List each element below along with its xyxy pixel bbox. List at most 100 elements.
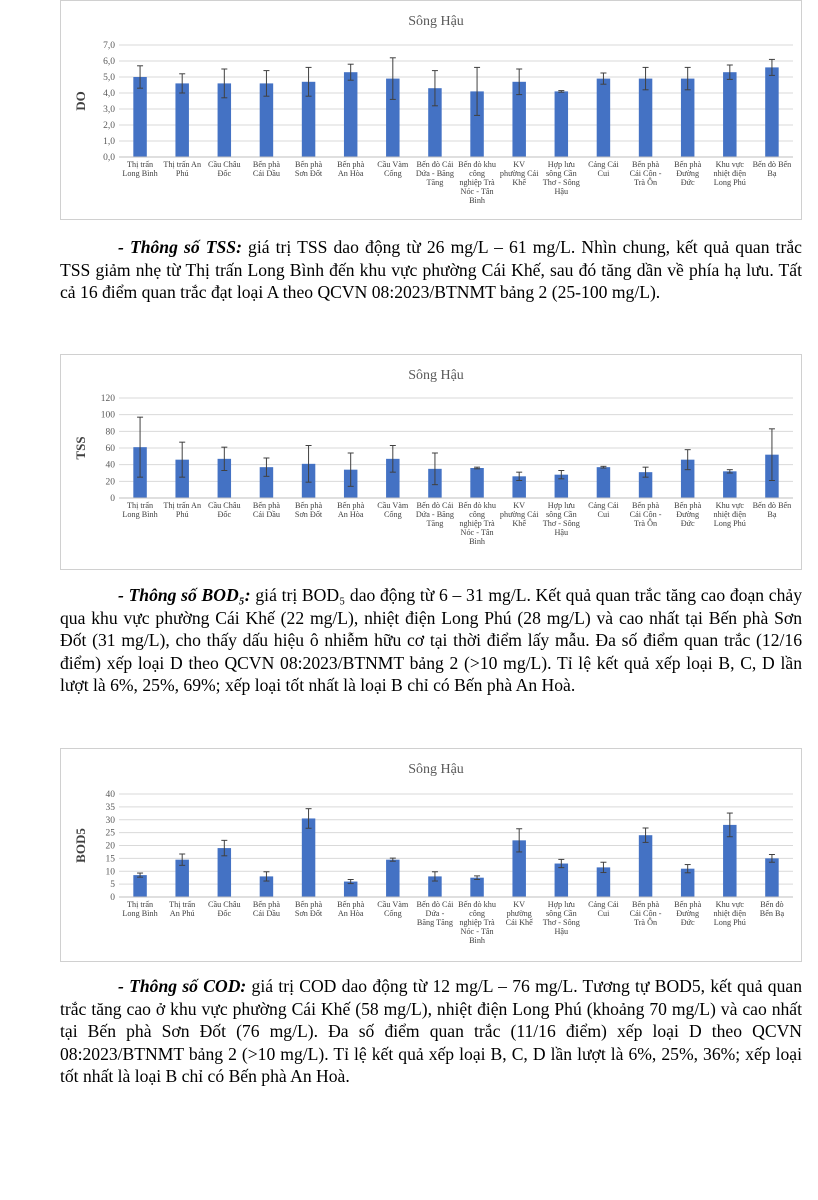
- bar: [301, 818, 316, 897]
- y-tick-label: 20: [106, 842, 116, 852]
- x-tick-label: KV phường Cái Khế: [500, 501, 539, 528]
- y-tick-label: 20: [106, 477, 116, 487]
- chart-title: Sông Hậu: [408, 762, 464, 777]
- x-tick-label: KV phường Cái Khế: [506, 900, 533, 927]
- bar: [512, 840, 526, 897]
- y-tick-label: 30: [106, 816, 116, 826]
- y-tick-label: 15: [106, 854, 116, 864]
- x-tick-label: KV phường Cái Khế: [500, 160, 539, 187]
- x-tick-label: Thị trấn Long Bình: [122, 900, 157, 918]
- x-tick-label: Cầu Vàm Cống: [377, 160, 409, 178]
- y-tick-label: 0,0: [103, 153, 115, 163]
- bar: [428, 876, 442, 897]
- y-tick-label: 80: [106, 427, 116, 437]
- x-tick-label: Bến phà Cái Dầu: [253, 160, 280, 178]
- x-tick-label: Bến phà An Hòa: [337, 160, 364, 178]
- bar: [470, 91, 484, 157]
- cod-text: giá trị COD dao động từ 12 mg/L – 76 mg/…: [60, 976, 802, 1087]
- bar: [133, 77, 147, 157]
- x-tick-label: Cầu Châu Đốc: [208, 501, 241, 519]
- bar: [470, 468, 484, 498]
- bar: [723, 72, 737, 157]
- bar: [638, 472, 653, 498]
- y-tick-label: 35: [106, 803, 116, 813]
- x-tick-label: Thị trấn An Phú: [163, 501, 201, 519]
- cod-paragraph: - Thông số COD: giá trị COD dao động từ …: [60, 975, 802, 1088]
- tss-chart-svg: Sông Hậu TSS 0 20 40 60 80 100 120 Thị trấn Long B…: [73, 368, 793, 546]
- do-chart: Sông Hậu DO 0,0 1,0 2,0 3,0 4,0 5,0 6,0 7,0 Thị tr…: [60, 0, 802, 220]
- cod-label: - Thông số COD:: [118, 976, 247, 996]
- x-tick-label: Khu vực nhiệt điện Long Phú: [714, 160, 747, 187]
- bar: [596, 78, 611, 157]
- x-tick-label: Hợp lưu sông Cần Thơ - Sông Hậu: [543, 160, 580, 196]
- x-tick-label: Bến đò khu công nghiệp Trà Nóc - Tân Bình: [458, 160, 496, 205]
- bar: [259, 83, 274, 157]
- x-tick-label: Bến phà Sơn Đốt: [295, 501, 323, 519]
- chart-title: Sông Hậu: [408, 368, 464, 383]
- bar: [680, 78, 695, 157]
- y-tick-label: 100: [101, 411, 116, 421]
- x-tick-label: Cầu Châu Đốc: [208, 160, 241, 178]
- y-tick-label: 1,0: [103, 137, 115, 147]
- y-tick-label: 4,0: [103, 89, 115, 99]
- bar: [175, 459, 189, 498]
- bod5-chart-svg: Sông Hậu BOD5 0 5 10 15 20 25 30 35 40 Thị trấn Long…: [73, 762, 793, 945]
- bod5-label: - Thông số BOD₅:: [118, 585, 251, 605]
- bar: [343, 881, 358, 897]
- x-tick-label: Bến đò Bến Bạ: [753, 160, 792, 178]
- x-tick-label: Bến phà An Hòa: [337, 501, 364, 519]
- y-tick-label: 120: [101, 394, 116, 404]
- bar: [343, 72, 358, 157]
- bar: [512, 476, 526, 498]
- x-tick-label: Bến phà Đường Đức: [674, 501, 701, 528]
- bar: [638, 835, 653, 897]
- x-tick-label: Bến đò Cái Dứa -Băng Tăng: [417, 900, 455, 927]
- tss-text: giá trị TSS dao động từ 26 mg/L – 61 mg/…: [60, 237, 802, 303]
- y-tick-label: 10: [106, 867, 116, 877]
- x-tick-label: Cầu Vàm Cống: [377, 501, 409, 519]
- x-tick-label: Bến đò Cái Dứa - Bãng Tăng: [416, 501, 454, 528]
- bar: [175, 83, 189, 157]
- y-axis-label: TSS: [73, 436, 88, 459]
- bar: [386, 458, 400, 498]
- bar: [554, 474, 569, 498]
- x-tick-label: Bến phà Cái Dầu: [253, 900, 280, 918]
- x-tick-label: Cảng Cái Cui: [588, 900, 619, 918]
- bod5-text: giá trị BOD₅ dao động từ 6 – 31 mg/L. Kế…: [60, 585, 802, 696]
- x-tick-label: Cảng Cái Cui: [588, 160, 619, 178]
- tss-chart: Sông Hậu TSS 0 20 40 60 80 100 120 Thị trấn Long B…: [60, 354, 802, 570]
- bar: [680, 459, 695, 498]
- bar: [765, 858, 779, 897]
- x-tick-label: Khu vực nhiệt điện Long Phú: [714, 501, 747, 528]
- bod5-chart: Sông Hậu BOD5 0 5 10 15 20 25 30 35 40 Thị trấn Long…: [60, 748, 802, 962]
- bar: [765, 67, 779, 157]
- bar: [638, 78, 653, 157]
- y-tick-label: 0: [110, 893, 115, 903]
- bar: [596, 467, 611, 498]
- bar: [723, 824, 737, 897]
- x-tick-label: Cầu Vàm Cống: [377, 900, 409, 918]
- bar: [217, 848, 232, 897]
- bar: [470, 877, 484, 897]
- x-tick-label: Bến đò Cái Dứa - Bãng Tăng: [416, 160, 454, 187]
- tss-label: - Thông số TSS:: [118, 237, 242, 257]
- x-tick-label: Hợp lưu sông Cần Thơ - Sông Hậu: [543, 900, 580, 936]
- x-tick-label: Bến đò khu công nghiệp Trà Nóc - Tân Bình: [458, 900, 496, 945]
- y-tick-label: 7,0: [103, 41, 115, 51]
- bar: [133, 875, 147, 897]
- x-tick-label: Bến phà Cái Dầu: [253, 501, 280, 519]
- y-tick-label: 5,0: [103, 73, 115, 83]
- y-tick-label: 2,0: [103, 121, 115, 131]
- y-tick-label: 0: [110, 494, 115, 504]
- x-tick-label: Cầu Châu Đốc: [208, 900, 241, 918]
- x-tick-label: Bến phà An Hòa: [337, 900, 364, 918]
- bar: [723, 471, 737, 498]
- bar: [301, 81, 316, 157]
- bar: [217, 83, 232, 157]
- y-axis-label: DO: [73, 91, 88, 111]
- y-tick-label: 40: [106, 790, 116, 800]
- y-tick-label: 3,0: [103, 105, 115, 115]
- x-tick-label: Thị trấn Long Bình: [122, 160, 157, 178]
- bar: [386, 78, 400, 157]
- y-tick-label: 40: [106, 461, 116, 471]
